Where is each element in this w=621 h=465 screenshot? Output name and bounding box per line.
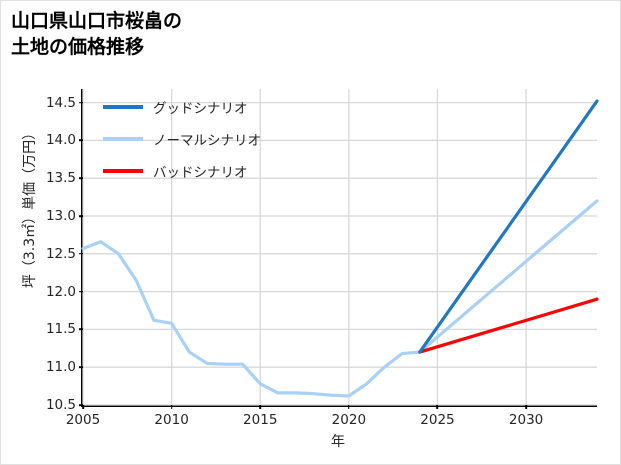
y-tick-label: 13.5 [45, 170, 76, 187]
y-tick-mark [79, 366, 83, 368]
legend-item[interactable]: バッドシナリオ [103, 161, 261, 181]
series-line [418, 99, 599, 354]
y-tick-mark [79, 253, 83, 255]
y-tick-label: 14.5 [45, 94, 76, 111]
x-tick-label: 2005 [65, 412, 101, 428]
x-tick-mark [82, 405, 84, 409]
y-tick-mark [79, 139, 83, 142]
gridlines [82, 89, 597, 406]
y-tick-mark [79, 215, 83, 217]
data-series-group [81, 99, 599, 398]
x-axis-label: 年 [331, 434, 345, 450]
x-tick-label: 2025 [420, 412, 455, 428]
legend-item-label: グッドシナリオ [153, 101, 248, 117]
x-tick-label: 2015 [243, 412, 278, 428]
legend-item[interactable]: グッドシナリオ [103, 97, 261, 117]
y-tick-mark [79, 177, 83, 179]
chart-legend: グッドシナリオ ノーマルシナリオ バッドシナリオ [103, 97, 261, 181]
legend-item-label: バッドシナリオ [153, 165, 248, 181]
y-tick-mark [79, 328, 83, 331]
y-tick-label: 12.5 [45, 245, 76, 262]
x-tick-label: 2020 [331, 412, 367, 428]
x-tick-mark [170, 405, 173, 409]
y-tick-mark [79, 290, 83, 293]
legend-color-swatch [103, 137, 143, 141]
y-tick-label: 10.5 [45, 397, 76, 413]
legend-color-swatch [103, 105, 143, 109]
legend-item[interactable]: ノーマルシナリオ [103, 129, 261, 149]
y-tick-label: 14.0 [45, 132, 76, 149]
page-title: 山口県山口市桜畠の 土地の価格推移 [11, 10, 183, 58]
series-line [81, 199, 599, 398]
x-tick-label: 2030 [508, 412, 544, 428]
x-tick-label: 2010 [154, 412, 189, 428]
x-tick-mark [348, 405, 350, 409]
legend-item-label: ノーマルシナリオ [153, 133, 261, 149]
y-tick-label: 11.0 [45, 359, 76, 376]
y-tick-mark [79, 404, 83, 406]
plot-area: 10.5 11.0 11.5 12.0 12.5 13.0 13.5 14.0 14.5 200… [46, 89, 599, 428]
x-tick-mark [259, 405, 262, 409]
y-tick-label: 13.0 [45, 208, 76, 224]
x-tick-mark [436, 405, 439, 409]
legend-color-swatch [103, 169, 143, 173]
y-tick-label: 12.0 [45, 283, 76, 300]
y-tick-label: 11.5 [45, 321, 76, 338]
series-line [418, 297, 599, 354]
x-tick-mark [525, 405, 527, 409]
y-tick-mark [79, 101, 83, 104]
y-axis-label: 坪（3.3㎡）単価（万円） [22, 125, 38, 289]
